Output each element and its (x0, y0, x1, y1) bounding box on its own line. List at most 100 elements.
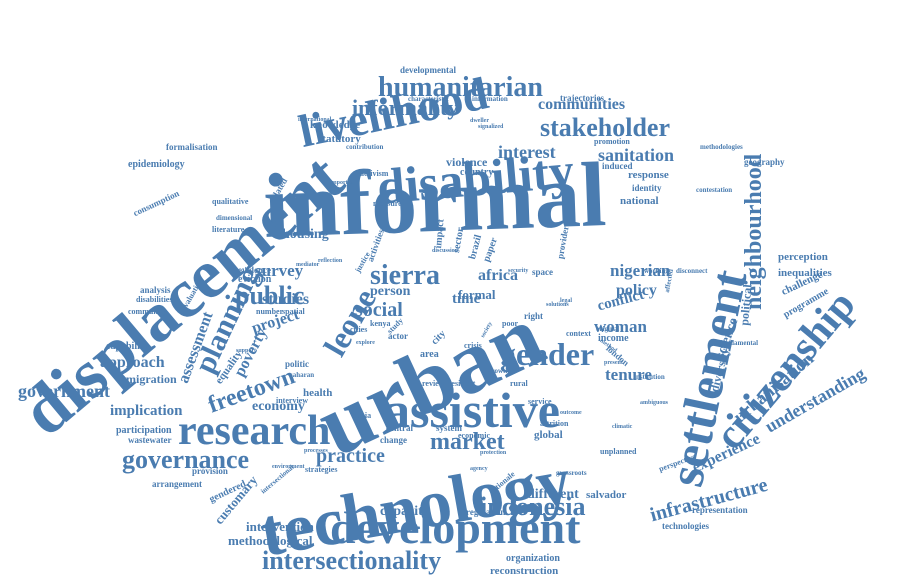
cloud-word: person (370, 284, 411, 299)
cloud-word: attrition (540, 419, 569, 428)
cloud-word: signalized (478, 124, 504, 130)
cloud-word: indonesia (480, 492, 586, 521)
cloud-word: solutions (546, 302, 569, 308)
cloud-word: capability (106, 341, 149, 352)
cloud-word: global (534, 429, 563, 441)
cloud-word: national (620, 195, 659, 207)
cloud-word: central (386, 423, 413, 433)
cloud-word: survey (255, 261, 304, 280)
cloud-word: reconstruction (490, 565, 559, 577)
cloud-word: number (256, 307, 284, 316)
cloud-word: rural (510, 379, 528, 388)
cloud-word: representation (692, 505, 748, 515)
cloud-word: formalisation (166, 142, 218, 152)
cloud-word: social (355, 299, 403, 321)
cloud-word: provision (192, 466, 228, 476)
cloud-word: contestation (696, 186, 733, 194)
cloud-word: housing (282, 227, 329, 242)
cloud-word: country (460, 167, 494, 178)
cloud-word: processes (304, 448, 328, 454)
cloud-word: approach (100, 354, 165, 371)
cloud-word: salvador (586, 489, 627, 501)
cloud-word: cities (350, 325, 368, 334)
cloud-word: analysis (140, 285, 171, 295)
cloud-word: outcome (560, 410, 582, 416)
cloud-word: practice (316, 445, 385, 467)
cloud-word: different (527, 487, 579, 502)
cloud-word: security (508, 268, 529, 274)
cloud-word: activism (360, 169, 389, 178)
cloud-word: africa (478, 267, 518, 284)
cloud-word: political (737, 283, 755, 327)
cloud-word: community (128, 307, 167, 316)
cloud-word: information (472, 95, 508, 103)
cloud-word: communities (538, 96, 626, 113)
cloud-word: protection (480, 450, 507, 456)
cloud-word: sanitation (598, 145, 675, 165)
cloud-word: explore (356, 340, 375, 346)
cloud-word: technologies (662, 521, 709, 531)
cloud-word: sierra (370, 260, 440, 291)
cloud-word: development (330, 502, 581, 553)
cloud-word: affected (663, 268, 676, 294)
cloud-word: poor (502, 319, 518, 328)
cloud-word: assistive (385, 382, 560, 438)
cloud-word: resident (448, 379, 476, 388)
cloud-word: trajectories (560, 93, 604, 103)
cloud-word: actor (388, 331, 408, 341)
cloud-word: area (420, 349, 439, 360)
cloud-word: government (18, 381, 110, 401)
cloud-word: participation (116, 425, 172, 436)
cloud-word: unplanned (600, 447, 637, 456)
cloud-word: disconnect (676, 267, 708, 275)
cloud-word: important (330, 180, 356, 186)
cloud-word: formal (458, 287, 496, 302)
cloud-word: inequalities (778, 267, 832, 279)
cloud-word: knowledge (310, 119, 361, 131)
cloud-word: woman (594, 317, 647, 336)
cloud-word: capacity (380, 504, 430, 519)
cloud-word: legal (560, 298, 572, 304)
cloud-word: interest (498, 142, 556, 162)
cloud-word: working (644, 267, 669, 275)
cloud-word: nigerian (610, 261, 671, 280)
cloud-word: time (452, 291, 481, 307)
cloud-word: reflection (318, 258, 343, 264)
cloud-word: support (236, 348, 257, 354)
cloud-word: literature (212, 225, 245, 234)
cloud-word: right (524, 311, 543, 321)
cloud-word: international (298, 117, 332, 123)
cloud-word: statutory (318, 133, 361, 145)
cloud-word: original (596, 325, 620, 333)
cloud-word: induced (602, 161, 633, 171)
cloud-word: system (436, 423, 462, 433)
cloud-word: consumption (131, 188, 181, 219)
cloud-word: crisis (464, 341, 482, 350)
cloud-word: response (628, 169, 669, 181)
cloud-word: saharan (290, 371, 315, 379)
cloud-word: kenya (370, 319, 391, 328)
cloud-word: evidence (238, 265, 271, 275)
cloud-word: fundamental (720, 339, 759, 347)
cloud-word: space (532, 267, 553, 277)
cloud-word: informality (352, 95, 459, 120)
cloud-word: migration (126, 372, 177, 386)
cloud-word: dweller (470, 118, 489, 124)
cloud-word: present (604, 360, 623, 366)
cloud-word: measure (373, 199, 402, 208)
cloud-word: humanitarian (378, 72, 543, 103)
cloud-word: eviction (238, 274, 272, 285)
cloud-word: public (235, 281, 305, 310)
cloud-word: economic (458, 431, 490, 440)
cloud-word: conflict (595, 286, 646, 315)
cloud-word: context (566, 329, 591, 338)
cloud-word: wastewater (128, 435, 172, 445)
cloud-word: spatial (282, 307, 305, 316)
cloud-word: bahia (352, 411, 372, 420)
cloud-word: disabilities (136, 295, 173, 304)
cloud-word: income (598, 333, 629, 344)
cloud-word: intervention (246, 519, 314, 534)
cloud-word: climatic (612, 424, 633, 430)
cloud-word: politic (285, 359, 309, 369)
cloud-word: dimensional (216, 214, 253, 222)
